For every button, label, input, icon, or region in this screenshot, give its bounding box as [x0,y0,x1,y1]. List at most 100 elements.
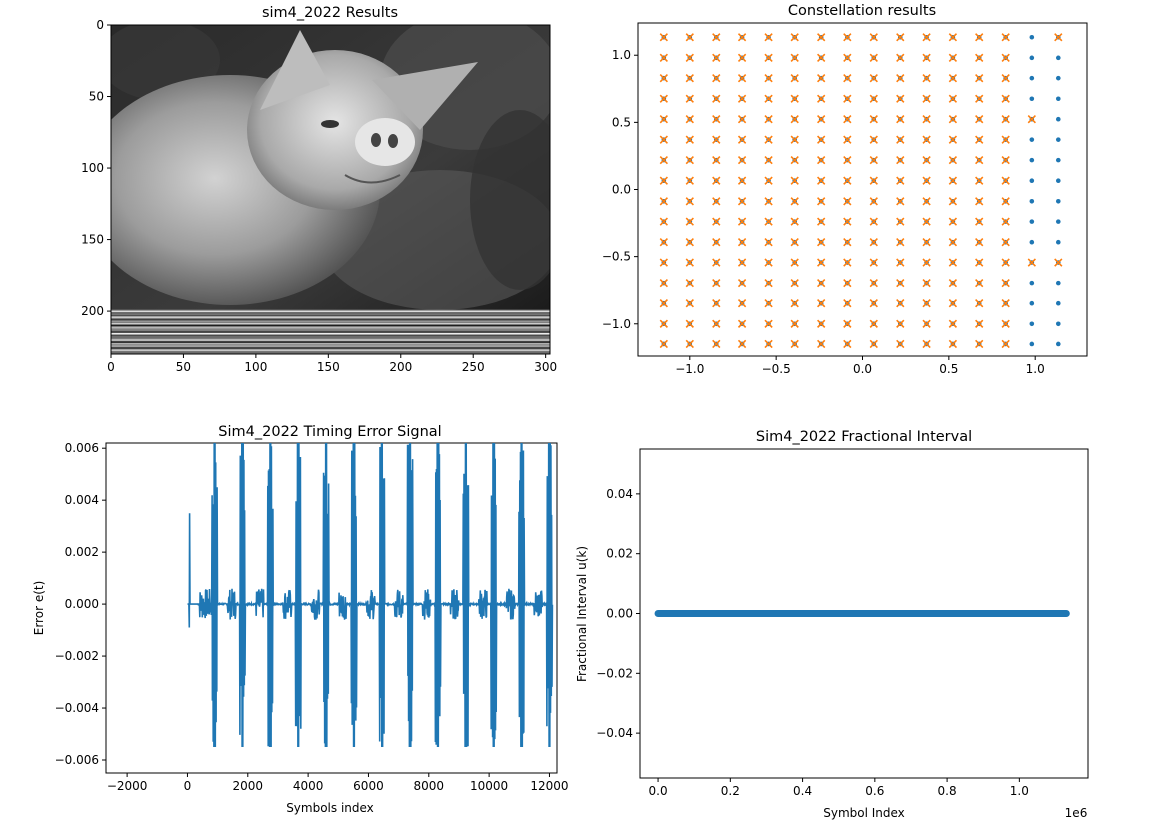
stripe-row [111,311,550,314]
constellation-x-marker [1001,278,1010,288]
fractional-interval-ytick-label: −0.04 [596,726,633,740]
constellation-x-marker [922,33,931,42]
fractional-interval-ytick-label: 0.04 [606,487,633,501]
stripe-row [111,335,550,337]
pig-photo [111,25,550,354]
constellation-x-marker [817,53,826,63]
constellation-x-marker [685,115,694,124]
constellation-x-marker [896,33,905,42]
fractional-interval-ytick-label: 0.00 [606,607,633,621]
constellation-x-marker [843,339,852,349]
constellation-x-marker [817,319,826,328]
constellation-x-marker [790,135,799,144]
stripe-row [111,350,550,353]
image-panel: sim4_2022 Results 0 50 100 1 [81,5,557,374]
image-xtick-label: 50 [176,360,191,374]
constellation-x-marker [869,217,878,226]
constellation-dot [1055,199,1061,204]
image-xtick-label: 200 [389,360,412,374]
stripe-row [111,342,550,345]
constellation-x-marker [712,319,721,328]
constellation-x-marker [685,135,694,144]
constellation-x-marker [869,258,878,267]
constellation-x-marker [1001,197,1010,206]
constellation-x-marker [975,74,984,83]
constellation-x-marker [975,176,984,185]
constellation-x-marker [1001,155,1010,165]
timing-error-xtick-label: 8000 [414,779,445,793]
constellation-x-marker [659,74,669,83]
constellation-x-marker [737,33,747,42]
constellation-x-marker [685,278,694,288]
constellation-x-marker [869,176,878,185]
constellation-dot [1055,280,1061,286]
constellation-x-marker [685,176,694,185]
constellation-x-marker [737,53,747,63]
constellation-x-marker [737,339,747,349]
constellation-x-marker [685,258,694,267]
constellation-x-marker [896,339,905,349]
image-xtick-label: 300 [534,360,557,374]
stripe-row [111,332,550,335]
constellation-x-marker [948,319,958,328]
constellation-x-marker [975,135,984,144]
constellation-x-marker [764,339,773,349]
constellation-x-marker [896,217,905,226]
constellation-x-marker [948,155,958,165]
constellation-x-marker [817,135,826,144]
image-xtick-label: 150 [317,360,340,374]
fractional-interval-ylabel: Fractional Interval u(k) [575,546,589,682]
constellation-x-marker [685,319,694,328]
constellation-x-marker [1027,258,1036,267]
constellation-x-marker [659,238,669,247]
constellation-x-marker [712,135,721,144]
constellation-x-marker [1054,33,1063,42]
constellation-xtick-label: 0.0 [853,362,872,376]
constellation-x-marker [817,217,826,226]
timing-error-ytick-label: −0.002 [55,649,99,663]
constellation-x-marker [712,115,721,124]
constellation-x-marker [869,33,878,42]
constellation-title: Constellation results [788,3,936,19]
constellation-x-marker [843,115,852,124]
constellation-x-marker [712,299,721,308]
constellation-x-marker [922,319,931,328]
stripe-row [111,330,550,333]
constellation-x-marker [1001,74,1010,83]
timing-error-title: Sim4_2022 Timing Error Signal [218,424,441,440]
constellation-x-marker [685,238,694,247]
timing-error-xtick-label: 12000 [530,779,568,793]
constellation-x-marker [790,339,799,349]
constellation-x-marker [922,155,931,165]
constellation-x-marker [1001,135,1010,144]
constellation-x-marker [975,258,984,267]
constellation-x-marker [896,238,905,247]
constellation-x-marker [1001,53,1010,63]
constellation-x-marker [843,319,852,328]
timing-error-ytick-label: 0.002 [65,545,99,559]
stripe-row [111,312,550,315]
constellation-dot [1029,280,1035,286]
constellation-x-marker [659,217,669,226]
stripe-row [111,340,550,343]
constellation-x-marker [948,33,958,42]
constellation-dot [1029,199,1035,204]
constellation-x-marker [896,197,905,206]
constellation-x-marker [922,238,931,247]
stripe-row [111,310,550,313]
constellation-x-marker [764,33,773,42]
constellation-x-marker [843,74,852,83]
stripe-row [111,325,550,327]
constellation-x-marker [764,278,773,288]
constellation-x-marker [896,176,905,185]
constellation-x-marker [790,299,799,308]
constellation-x-marker [737,299,747,308]
constellation-x-marker [685,53,694,63]
constellation-x-marker [975,115,984,124]
constellation-dot [1055,321,1061,327]
constellation-x-marker [817,278,826,288]
constellation-x-marker [790,258,799,267]
constellation-dot [1029,178,1035,184]
timing-error-ytick-label: 0.006 [65,441,99,455]
